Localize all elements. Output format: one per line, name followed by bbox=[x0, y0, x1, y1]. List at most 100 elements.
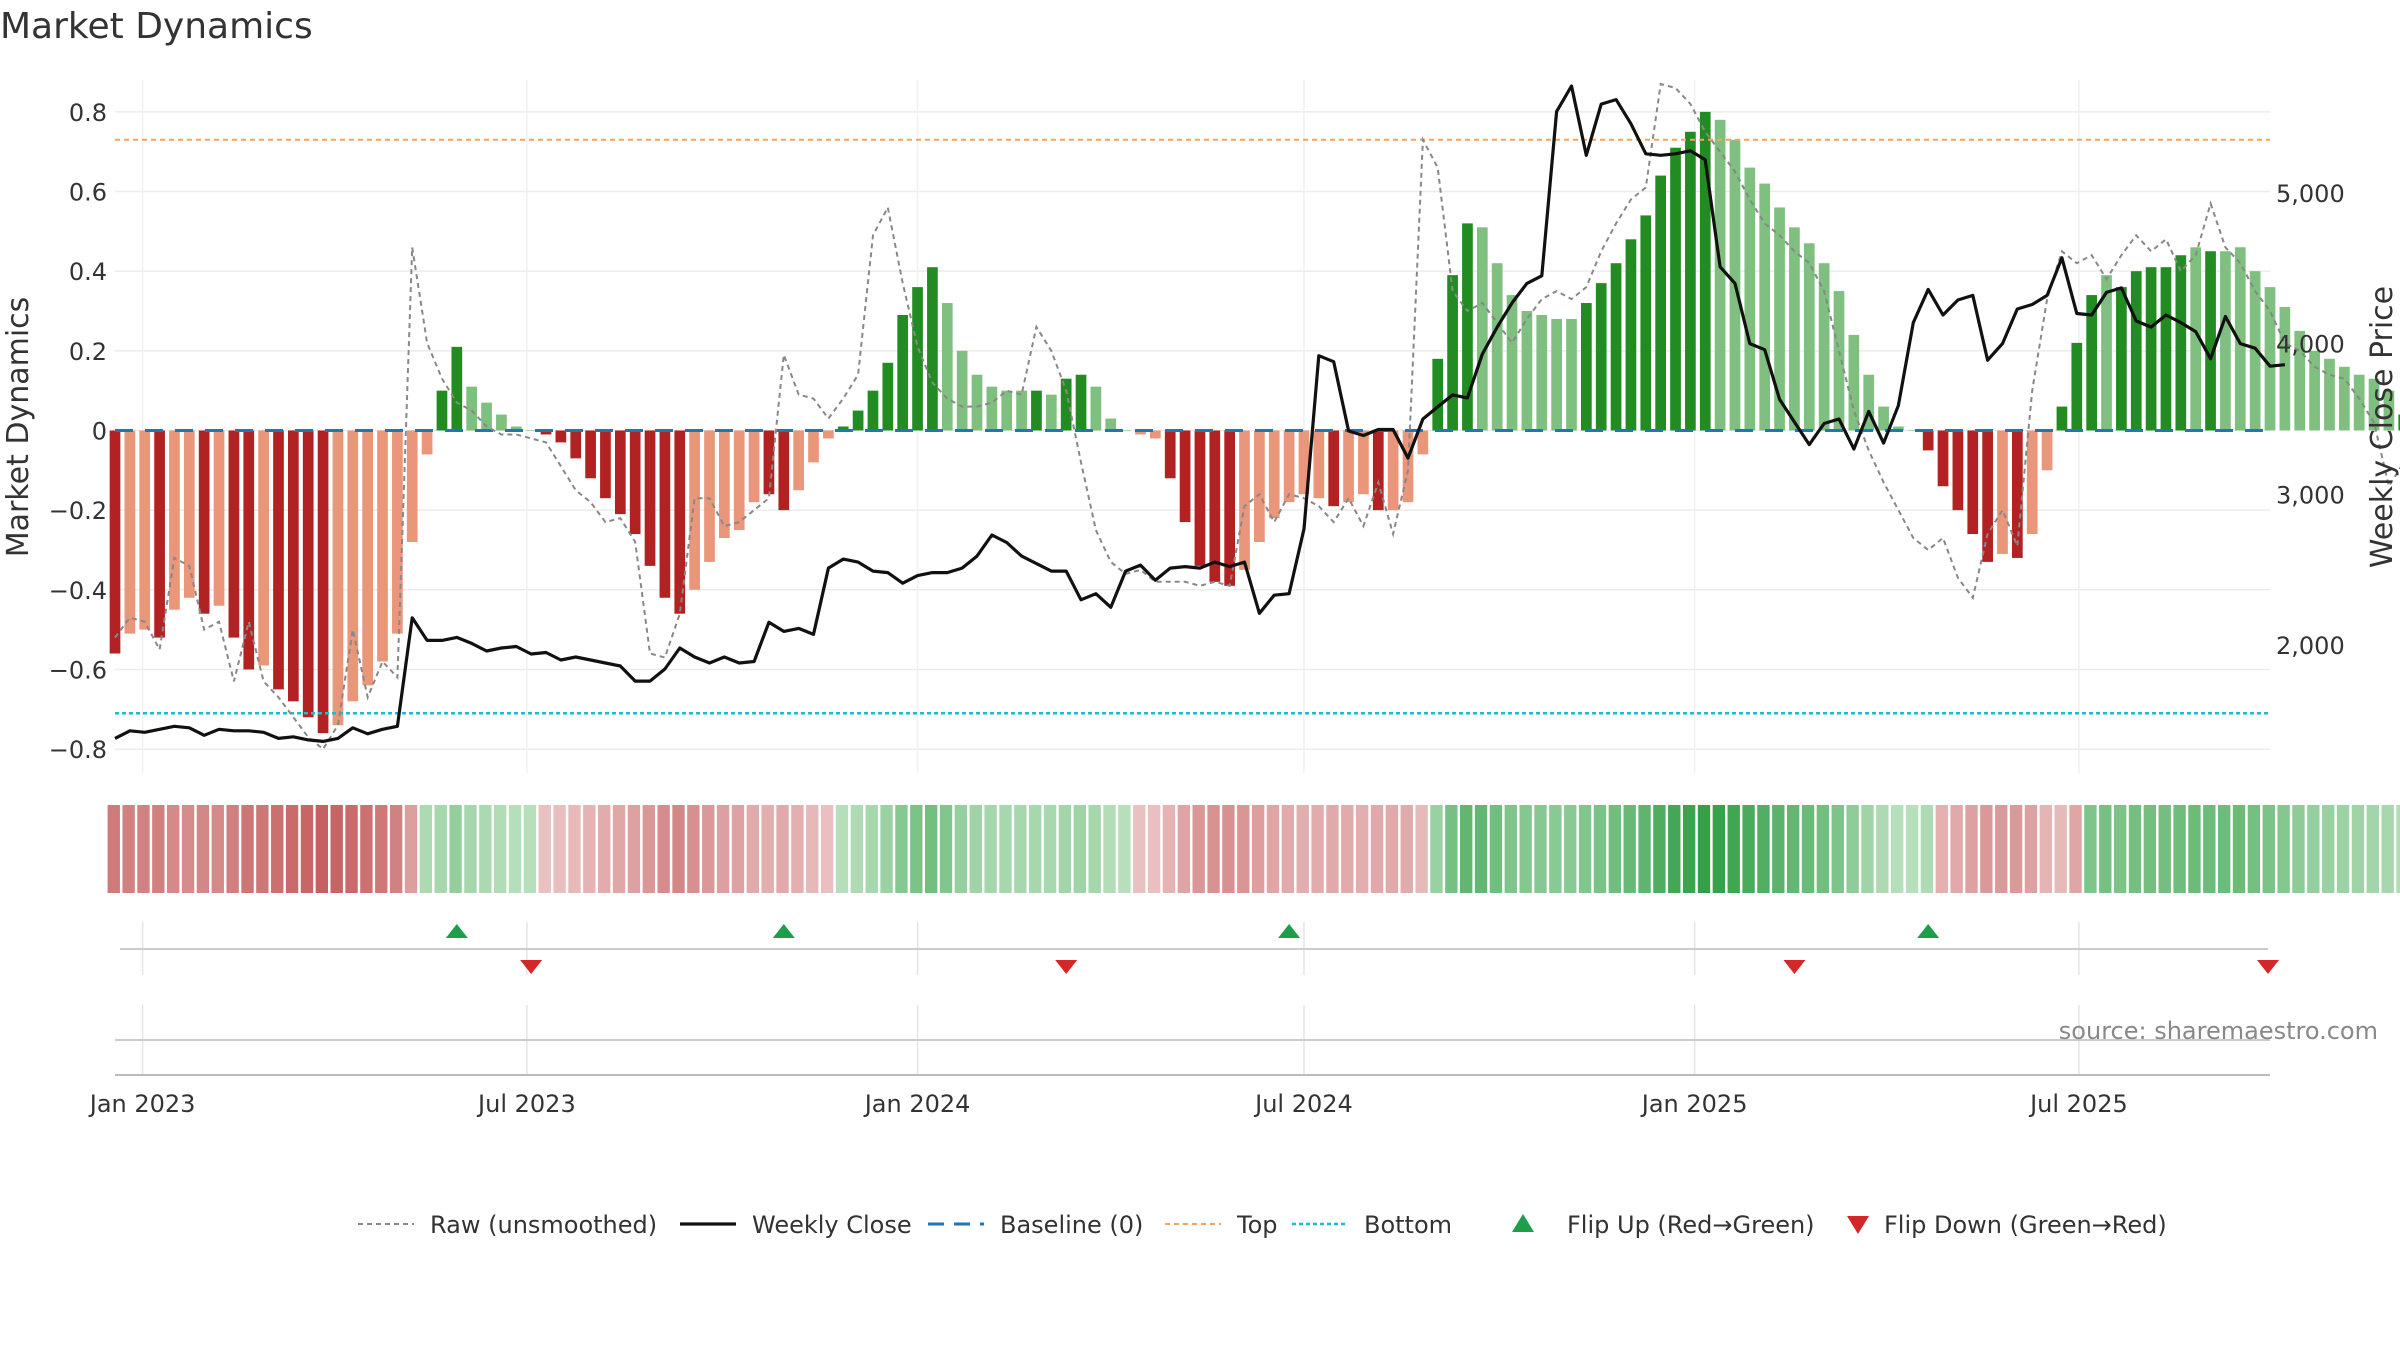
regime-cell bbox=[107, 805, 120, 893]
bar bbox=[2309, 350, 2320, 431]
regime-cell bbox=[226, 805, 239, 893]
bar bbox=[555, 430, 567, 443]
regime-cell bbox=[464, 805, 477, 893]
bar bbox=[704, 430, 715, 562]
legend-label: Bottom bbox=[1364, 1211, 1452, 1239]
regime-cell bbox=[1801, 805, 1815, 893]
bar bbox=[377, 430, 388, 662]
bar bbox=[1313, 430, 1325, 499]
y-tick-label-left: 0 bbox=[92, 417, 107, 445]
bar bbox=[2279, 307, 2291, 431]
flip-down-marker bbox=[1783, 960, 1806, 974]
x-tick-label: Jan 2024 bbox=[863, 1090, 971, 1118]
bar bbox=[629, 430, 641, 535]
legend-label: Baseline (0) bbox=[1000, 1211, 1143, 1239]
bar bbox=[1878, 406, 1889, 431]
bar bbox=[674, 430, 686, 614]
regime-cell bbox=[1355, 805, 1369, 893]
regime-cell bbox=[2381, 805, 2394, 893]
regime-cell bbox=[167, 805, 180, 893]
bar bbox=[1506, 295, 1518, 431]
regime-cell bbox=[761, 805, 774, 893]
regime-cell bbox=[553, 805, 566, 893]
regime-cell bbox=[1697, 805, 1711, 893]
regime-cell bbox=[1891, 805, 1904, 893]
bar bbox=[1521, 311, 1533, 431]
regime-cell bbox=[1385, 805, 1399, 893]
bar bbox=[243, 430, 255, 670]
regime-cell bbox=[1712, 805, 1726, 893]
regime-cell bbox=[152, 805, 165, 893]
bar bbox=[124, 430, 136, 634]
regime-cell bbox=[1029, 805, 1042, 893]
regime-cell bbox=[687, 805, 700, 893]
regime-cell bbox=[1088, 805, 1101, 893]
regime-cell bbox=[330, 805, 343, 893]
bar bbox=[808, 430, 819, 463]
bar bbox=[2383, 390, 2395, 431]
bar bbox=[1551, 318, 1562, 431]
regime-cell bbox=[211, 805, 224, 893]
bar bbox=[1031, 390, 1042, 431]
flip-down-marker bbox=[520, 960, 543, 974]
regime-cell bbox=[2069, 805, 2082, 893]
bar bbox=[1462, 223, 1473, 431]
chart-title: Market Dynamics bbox=[0, 6, 313, 47]
bar bbox=[139, 430, 151, 630]
bar bbox=[1699, 111, 1711, 431]
bar bbox=[1714, 119, 1726, 431]
y-tick-label-left: 0.8 bbox=[69, 99, 107, 127]
bar bbox=[1566, 318, 1577, 431]
bar bbox=[1239, 430, 1250, 570]
bar bbox=[600, 430, 611, 499]
bar bbox=[1937, 430, 1949, 487]
regime-cell bbox=[1341, 805, 1354, 893]
bar bbox=[421, 430, 433, 455]
regime-cell bbox=[1519, 805, 1532, 893]
bar bbox=[1595, 283, 1607, 431]
y-tick-label-left: −0.2 bbox=[49, 497, 107, 525]
bar bbox=[1818, 263, 1830, 431]
legend-label: Raw (unsmoothed) bbox=[430, 1211, 657, 1239]
bar bbox=[2368, 378, 2380, 431]
bar bbox=[198, 430, 210, 614]
bar bbox=[1402, 430, 1414, 503]
bar bbox=[1268, 430, 1280, 519]
bar bbox=[1833, 291, 1845, 431]
regime-cell bbox=[791, 805, 804, 893]
bar bbox=[2294, 330, 2306, 431]
y-tick-label-right: 5,000 bbox=[2276, 180, 2345, 208]
regime-cell bbox=[2024, 805, 2038, 893]
legend-item-flip_up: Flip Up (Red→Green) bbox=[1512, 1211, 1815, 1239]
regime-cell bbox=[241, 805, 254, 893]
regime-cell bbox=[954, 805, 968, 893]
bar bbox=[718, 430, 730, 539]
x-tick-label: Jan 2023 bbox=[88, 1090, 196, 1118]
bar bbox=[2353, 374, 2365, 431]
bar bbox=[1194, 430, 1206, 566]
flip-up-marker bbox=[1917, 924, 1940, 938]
regime-cell bbox=[285, 805, 299, 893]
bar bbox=[1580, 303, 1592, 431]
bar bbox=[2324, 358, 2335, 431]
regime-cell bbox=[2247, 805, 2261, 893]
y-tick-label-left: −0.8 bbox=[49, 736, 107, 764]
regime-cell bbox=[1326, 805, 1339, 893]
bar bbox=[1848, 334, 1860, 431]
regime-cell bbox=[1682, 805, 1696, 893]
bar bbox=[1075, 374, 1087, 431]
bar bbox=[1536, 314, 1548, 431]
bar bbox=[644, 430, 656, 566]
bar bbox=[927, 267, 938, 431]
bar bbox=[659, 430, 671, 598]
legend-label: Top bbox=[1236, 1211, 1278, 1239]
bar bbox=[183, 430, 195, 598]
regime-cell bbox=[746, 805, 759, 893]
bar bbox=[2071, 342, 2083, 431]
bar bbox=[823, 430, 834, 439]
bar bbox=[1893, 426, 1904, 431]
regime-cell bbox=[196, 805, 210, 893]
regime-cell bbox=[2009, 805, 2023, 893]
regime-cell bbox=[2262, 805, 2275, 893]
regime-cell bbox=[1281, 805, 1295, 893]
